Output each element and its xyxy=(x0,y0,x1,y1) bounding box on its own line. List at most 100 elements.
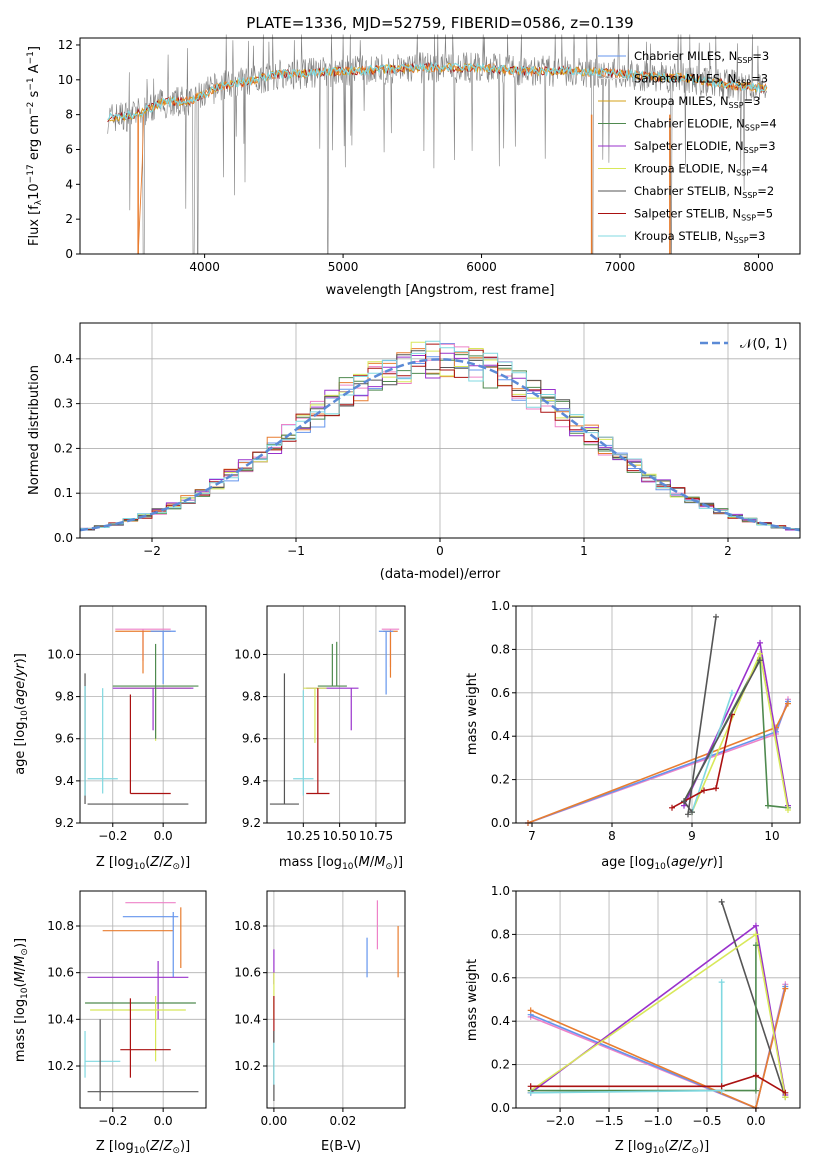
y-tick-label: 12 xyxy=(58,38,73,52)
x-tick-label: −1 xyxy=(287,544,305,558)
y-tick-label: 0.0 xyxy=(491,816,510,830)
x-tick-label: 7 xyxy=(528,829,536,843)
agez-xlabel: Z [log10(Z/Z⊙)] xyxy=(96,855,190,872)
y-tick-label: 8 xyxy=(65,108,73,122)
agem-xlabel: mass [log10(M/M⊙)] xyxy=(279,855,403,872)
weight-line xyxy=(720,901,787,1098)
panel-marks xyxy=(525,613,791,826)
weight-marker xyxy=(752,1072,759,1079)
y-tick-label: 9.4 xyxy=(242,774,261,788)
y-tick-label: 0.6 xyxy=(491,971,510,985)
x-tick-label: 0.02 xyxy=(330,1114,357,1128)
y-tick-label: 9.6 xyxy=(55,732,74,746)
x-tick-label: 0 xyxy=(436,544,444,558)
y-tick-label: 9.8 xyxy=(55,690,74,704)
x-tick-label: 7000 xyxy=(605,260,636,274)
y-tick-label: 10.4 xyxy=(234,1012,261,1026)
weight-marker xyxy=(718,1083,725,1090)
x-tick-label: 0.0 xyxy=(154,829,173,843)
y-tick-label: 0.1 xyxy=(54,486,73,500)
weight-marker xyxy=(689,809,695,816)
spectrum-ticks: 4000 5000 6000 7000 8000 0 2 4 6 8 10 12 xyxy=(58,38,774,274)
massz-ylabel: mass [log10(M/M⊙)] xyxy=(13,938,30,1062)
y-tick-label: 0.4 xyxy=(491,729,510,743)
y-tick-label: 9.2 xyxy=(242,816,261,830)
weight-vs-age-panel: 7 8 9 10 0.0 0.2 0.4 0.6 0.8 1.0 xyxy=(491,599,801,843)
weight-marker xyxy=(752,922,759,929)
weight-marker xyxy=(765,802,771,809)
weight-marker xyxy=(757,639,763,646)
x-tick-label: −1.0 xyxy=(643,1114,672,1128)
y-tick-label: 0.2 xyxy=(491,773,510,787)
massz-xlabel: Z [log10(Z/Z⊙)] xyxy=(96,1139,190,1156)
x-tick-label: −2 xyxy=(143,544,161,558)
weight-line xyxy=(530,982,723,1094)
x-tick-label: −0.5 xyxy=(692,1114,721,1128)
x-tick-label: 10 xyxy=(764,829,779,843)
weight-marker xyxy=(752,1087,759,1094)
y-tick-label: 10.8 xyxy=(47,919,74,933)
wage-ylabel: mass weight xyxy=(465,673,480,755)
residual-histograms xyxy=(80,340,800,531)
y-tick-label: 9.2 xyxy=(55,816,74,830)
weight-vs-z-panel: −2.0 −1.5 −1.0 −0.5 0.0 0.0 0.2 0.4 0.6 0.8 1.0 xyxy=(491,884,801,1128)
weight-line xyxy=(527,703,789,824)
spectrum-frame xyxy=(79,37,801,255)
residual-panel: −2 −1 0 1 2 0.0 0.1 0.2 0.3 0.4 𝒩(0, 1) (data-mod… xyxy=(27,322,801,582)
normal-legend-label: 𝒩(0, 1) xyxy=(740,337,787,352)
figure-title: PLATE=1336, MJD=52759, FIBERID=0586, z=0… xyxy=(246,14,633,32)
weight-marker xyxy=(729,689,735,696)
y-tick-label: 9.4 xyxy=(55,774,74,788)
x-tick-label: −0.2 xyxy=(98,1114,127,1128)
panel-frame xyxy=(79,890,207,1109)
y-tick-label: 0.4 xyxy=(491,1014,510,1028)
spectrum-legend: Chabrier MILES, NSSP=3 Salpeter MILES, NS… xyxy=(598,49,777,245)
y-tick-label: 0 xyxy=(65,247,73,261)
model-spectrum xyxy=(107,61,768,121)
y-tick-label: 1.0 xyxy=(491,599,510,613)
normal-curve xyxy=(79,358,801,532)
weight-marker xyxy=(782,985,789,992)
weight-marker xyxy=(785,806,791,813)
legend-label: Kroupa ELODIE, NSSP=4 xyxy=(634,162,768,178)
age-vs-mass-panel: 10.25 10.50 10.75 9.2 9.4 9.6 9.8 10.0 xyxy=(234,605,406,843)
model-spectrum xyxy=(107,62,768,123)
y-tick-label: 2 xyxy=(65,212,73,226)
x-tick-label: 2 xyxy=(724,544,732,558)
x-tick-label: 0.0 xyxy=(154,1114,173,1128)
residual-ylabel: Normed distribution xyxy=(27,365,42,495)
weight-marker xyxy=(527,1089,534,1096)
weight-marker xyxy=(713,613,719,620)
weight-marker xyxy=(713,785,719,792)
legend-label: Salpeter ELODIE, NSSP=3 xyxy=(634,139,776,155)
weight-line xyxy=(530,1074,786,1094)
weight-marker xyxy=(718,898,725,905)
legend-label: Chabrier STELIB, NSSP=2 xyxy=(634,184,774,200)
spectrum-panel: 4000 5000 6000 7000 8000 0 2 4 6 8 10 12 Chabrier M… xyxy=(26,34,801,298)
x-tick-label: 5000 xyxy=(328,260,359,274)
y-tick-label: 0.0 xyxy=(491,1101,510,1115)
weight-marker xyxy=(685,811,691,818)
y-tick-label: 0.2 xyxy=(54,441,73,455)
x-tick-label: 10.25 xyxy=(286,829,320,843)
panel-marks xyxy=(269,628,400,805)
weight-marker xyxy=(757,657,763,664)
y-tick-label: 10 xyxy=(58,73,73,87)
y-tick-label: 0.4 xyxy=(54,352,73,366)
weight-line xyxy=(691,692,733,813)
legend-label: Kroupa MILES, NSSP=3 xyxy=(634,94,760,110)
x-tick-label: 0.0 xyxy=(746,1114,765,1128)
panel-marks xyxy=(84,628,199,805)
residual-xlabel: (data-model)/error xyxy=(380,567,501,582)
weight-marker xyxy=(527,1007,534,1014)
massebv-xlabel: E(B-V) xyxy=(321,1139,361,1154)
wz-ylabel: mass weight xyxy=(465,959,480,1041)
panel-frame xyxy=(266,605,406,824)
agez-ylabel: age [log10(age/yr)] xyxy=(13,653,30,775)
x-tick-label: 9 xyxy=(688,829,696,843)
weight-line xyxy=(527,699,789,824)
y-tick-label: 0.0 xyxy=(54,531,73,545)
histogram-step xyxy=(80,343,800,530)
y-tick-label: 0.8 xyxy=(491,642,510,656)
y-tick-label: 10.0 xyxy=(47,647,74,661)
